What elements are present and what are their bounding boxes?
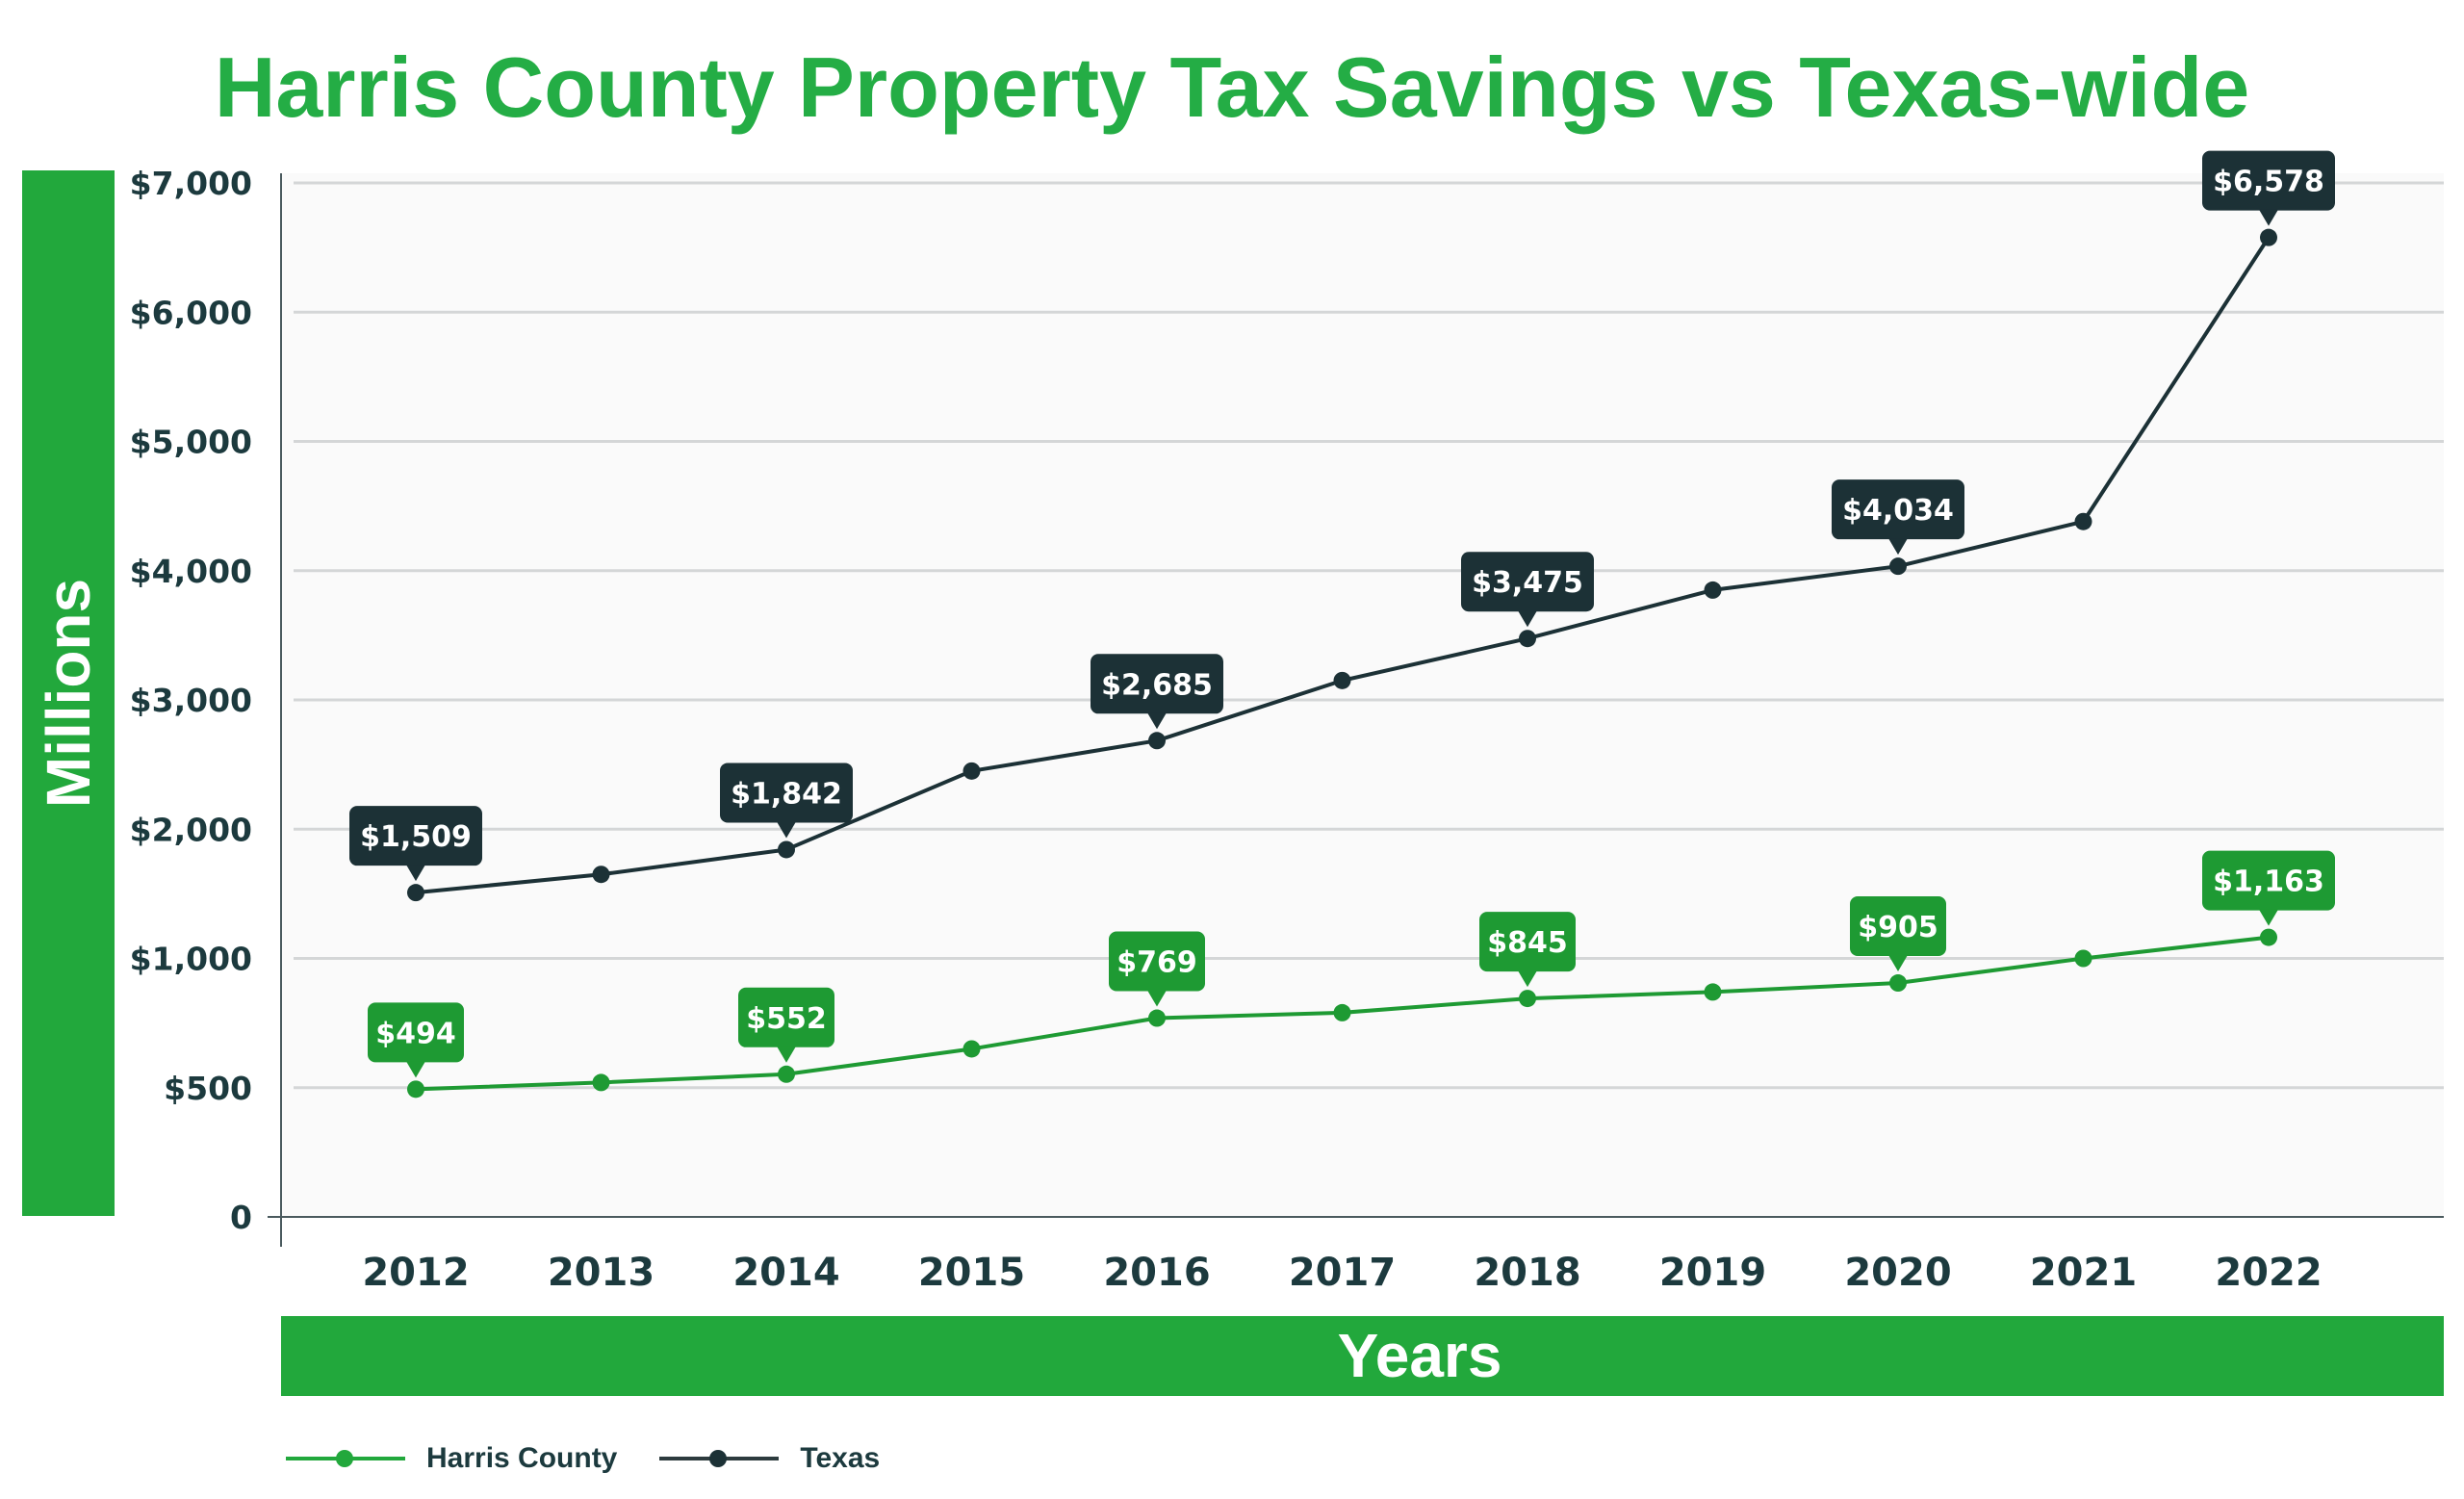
svg-text:$1,163: $1,163 bbox=[2213, 866, 2324, 899]
data-label-group: $494 $552 $769 $845 $905 $1,163 $1,509 $1,842 $2… bbox=[349, 150, 2335, 1078]
data-point-harris-county[interactable] bbox=[962, 1040, 981, 1058]
y-axis-label-band bbox=[22, 170, 115, 1216]
data-point-texas[interactable] bbox=[1889, 557, 1907, 576]
legend-label: Harris County bbox=[426, 1442, 618, 1474]
y-tick-label: $6,000 bbox=[130, 294, 252, 331]
y-tick-label: $7,000 bbox=[130, 165, 252, 202]
y-tick-label: $5,000 bbox=[130, 424, 252, 461]
legend-label: Texas bbox=[800, 1442, 881, 1474]
y-tick-label: $500 bbox=[164, 1070, 252, 1107]
svg-text:$769: $769 bbox=[1116, 946, 1197, 980]
x-tick-labels: 2012 2013 2014 2015 2016 2017 2018 2019 2020 2021… bbox=[362, 1251, 2322, 1295]
data-label-harris-county: $845 bbox=[1479, 912, 1576, 988]
svg-text:$1,842: $1,842 bbox=[731, 777, 842, 811]
svg-text:$2,685: $2,685 bbox=[1101, 668, 1213, 702]
data-point-harris-county[interactable] bbox=[592, 1073, 610, 1092]
data-point-texas[interactable] bbox=[592, 866, 610, 884]
legend-item-texas[interactable]: Texas bbox=[659, 1442, 897, 1475]
data-point-harris-county[interactable] bbox=[1148, 1009, 1166, 1027]
x-axis-label: Years bbox=[1337, 1321, 1502, 1390]
y-tick-label: $2,000 bbox=[130, 811, 252, 848]
data-label-harris-county: $905 bbox=[1850, 896, 1946, 972]
y-tick-label: $4,000 bbox=[130, 553, 252, 590]
y-tick-labels: 0 $500 $1,000 $2,000 $3,000 $4,000 $5,000 $6,00… bbox=[130, 165, 252, 1236]
y-tick-label: $3,000 bbox=[130, 682, 252, 719]
data-label-harris-county: $769 bbox=[1109, 931, 1205, 1007]
x-tick-label: 2012 bbox=[362, 1251, 469, 1295]
chart-title: Harris County Property Tax Savings vs Te… bbox=[214, 39, 2250, 135]
x-tick-label: 2016 bbox=[1103, 1251, 1210, 1295]
svg-text:$4,034: $4,034 bbox=[1842, 494, 1954, 528]
data-label-texas: $1,509 bbox=[349, 806, 482, 882]
legend-item-harris-county[interactable]: Harris County bbox=[286, 1442, 634, 1475]
data-point-texas[interactable] bbox=[778, 840, 795, 859]
data-point-texas[interactable] bbox=[962, 762, 981, 780]
x-tick-label: 2013 bbox=[548, 1251, 654, 1295]
x-tick-label: 2014 bbox=[732, 1251, 839, 1295]
x-axis-label-band bbox=[281, 1316, 2444, 1396]
svg-text:$1,509: $1,509 bbox=[360, 820, 472, 854]
data-point-harris-county[interactable] bbox=[2074, 949, 2092, 968]
legend: Harris County Texas bbox=[286, 1439, 922, 1478]
y-tick-label: 0 bbox=[230, 1199, 252, 1236]
x-tick-label: 2017 bbox=[1289, 1251, 1396, 1295]
data-label-texas: $1,842 bbox=[720, 762, 853, 839]
x-tick-label: 2018 bbox=[1474, 1251, 1580, 1295]
svg-text:$494: $494 bbox=[375, 1017, 456, 1050]
data-label-texas: $2,685 bbox=[1091, 654, 1223, 730]
series-group bbox=[407, 228, 2277, 1098]
data-label-texas: $4,034 bbox=[1832, 479, 1964, 556]
data-point-texas[interactable] bbox=[1148, 732, 1166, 750]
svg-text:$905: $905 bbox=[1858, 911, 1938, 944]
x-tick-label: 2020 bbox=[1844, 1251, 1951, 1295]
data-label-harris-county: $1,163 bbox=[2202, 850, 2335, 926]
data-point-harris-county[interactable] bbox=[2260, 928, 2277, 946]
data-point-harris-county[interactable] bbox=[1519, 990, 1536, 1008]
svg-text:$552: $552 bbox=[746, 1002, 827, 1036]
data-point-texas[interactable] bbox=[1704, 581, 1722, 599]
x-tick-label: 2021 bbox=[2030, 1251, 2137, 1295]
data-label-texas: $3,475 bbox=[1461, 552, 1594, 628]
y-tick-label: $1,000 bbox=[130, 941, 252, 978]
x-tick-label: 2019 bbox=[1659, 1251, 1766, 1295]
data-point-harris-county[interactable] bbox=[1889, 974, 1907, 993]
data-point-texas[interactable] bbox=[1333, 671, 1351, 689]
data-label-harris-county: $494 bbox=[368, 1002, 464, 1078]
legend-swatch-texas bbox=[659, 1444, 780, 1473]
data-point-texas[interactable] bbox=[2260, 228, 2277, 246]
data-point-texas[interactable] bbox=[407, 884, 424, 902]
svg-text:$3,475: $3,475 bbox=[1472, 566, 1583, 600]
data-label-texas: $6,578 bbox=[2202, 150, 2335, 226]
data-point-harris-county[interactable] bbox=[1333, 1003, 1351, 1021]
legend-swatch-harris-county bbox=[286, 1444, 405, 1473]
plot-background bbox=[281, 173, 2444, 1217]
x-tick-label: 2015 bbox=[918, 1251, 1025, 1295]
svg-text:$845: $845 bbox=[1487, 926, 1568, 960]
data-point-harris-county[interactable] bbox=[778, 1065, 795, 1083]
x-tick-label: 2022 bbox=[2215, 1251, 2322, 1295]
svg-text:$6,578: $6,578 bbox=[2213, 166, 2324, 199]
data-point-texas[interactable] bbox=[1519, 630, 1536, 648]
data-point-harris-county[interactable] bbox=[1704, 983, 1722, 1001]
data-label-harris-county: $552 bbox=[738, 987, 834, 1063]
data-point-texas[interactable] bbox=[2074, 512, 2092, 530]
data-point-harris-county[interactable] bbox=[407, 1080, 424, 1098]
